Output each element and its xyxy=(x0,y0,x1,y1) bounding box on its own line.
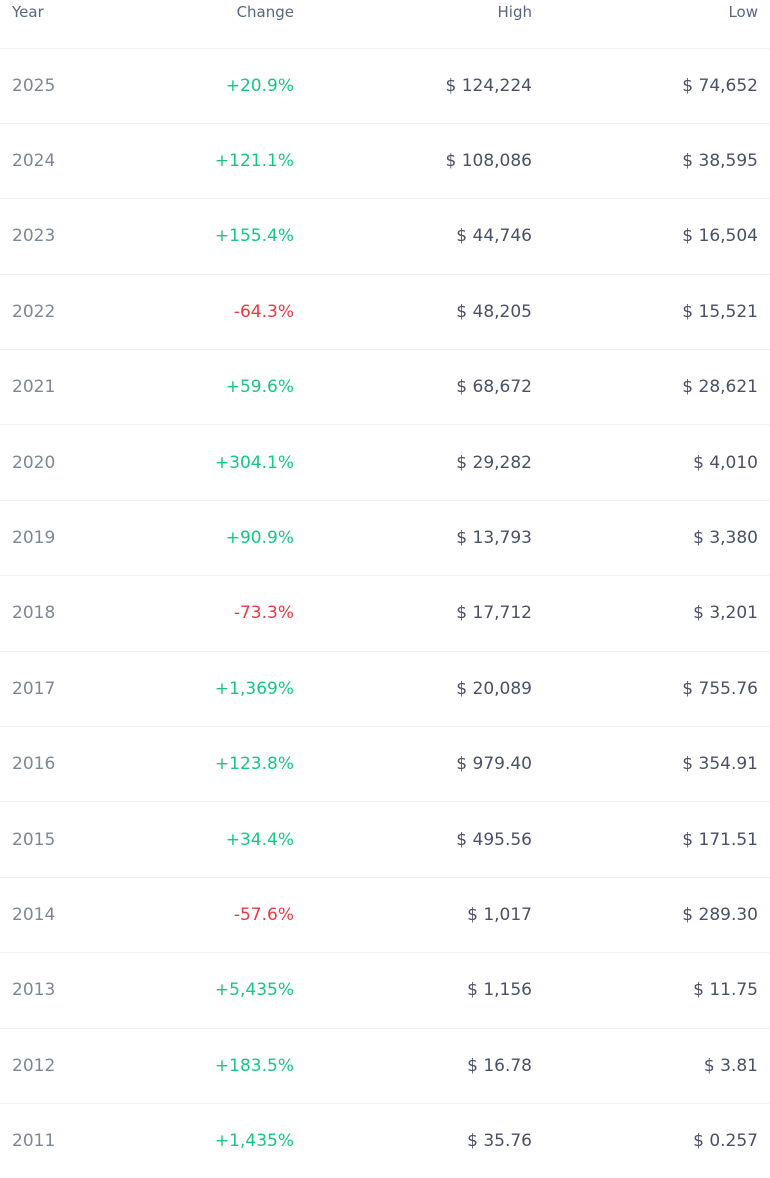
header-year[interactable]: Year xyxy=(0,0,100,49)
year-cell: 2015 xyxy=(0,801,100,878)
table-row: 2022 -64.3% $ 48,205 $ 15,521 xyxy=(0,274,770,351)
table-row: 2020 +304.1% $ 29,282 $ 4,010 xyxy=(0,424,770,501)
year-cell: 2024 xyxy=(0,123,100,200)
year-cell: 2020 xyxy=(0,424,100,501)
high-cell: $ 16.78 xyxy=(294,1028,532,1104)
table-row: 2021 +59.6% $ 68,672 $ 28,621 xyxy=(0,349,770,426)
table-row: 2017 +1,369% $ 20,089 $ 755.76 xyxy=(0,651,770,728)
year-cell: 2012 xyxy=(0,1028,100,1104)
low-cell: $ 74,652 xyxy=(532,48,770,124)
high-cell: $ 495.56 xyxy=(294,801,532,878)
year-cell: 2019 xyxy=(0,500,100,577)
change-cell: -57.6% xyxy=(100,877,294,954)
change-cell: -64.3% xyxy=(100,274,294,351)
low-cell: $ 4,010 xyxy=(532,424,770,501)
table-row: 2018 -73.3% $ 17,712 $ 3,201 xyxy=(0,575,770,652)
change-cell: +90.9% xyxy=(100,500,294,577)
change-cell: +155.4% xyxy=(100,198,294,275)
change-cell: +1,369% xyxy=(100,651,294,728)
change-cell: +34.4% xyxy=(100,801,294,878)
header-change[interactable]: Change xyxy=(100,0,294,49)
change-cell: +123.8% xyxy=(100,726,294,803)
change-cell: -73.3% xyxy=(100,575,294,652)
high-cell: $ 17,712 xyxy=(294,575,532,652)
high-cell: $ 48,205 xyxy=(294,274,532,351)
year-cell: 2013 xyxy=(0,952,100,1029)
year-cell: 2017 xyxy=(0,651,100,728)
low-cell: $ 15,521 xyxy=(532,274,770,351)
table-row: 2013 +5,435% $ 1,156 $ 11.75 xyxy=(0,952,770,1029)
high-cell: $ 1,156 xyxy=(294,952,532,1029)
high-cell: $ 35.76 xyxy=(467,1131,532,1152)
high-cell: $ 44,746 xyxy=(294,198,532,275)
change-cell: +1,435% xyxy=(214,1131,294,1152)
table-row: 2016 +123.8% $ 979.40 $ 354.91 xyxy=(0,726,770,803)
year-cell: 2023 xyxy=(0,198,100,275)
high-cell: $ 979.40 xyxy=(294,726,532,803)
low-cell: $ 11.75 xyxy=(532,952,770,1029)
low-cell: $ 0.257 xyxy=(693,1131,758,1152)
table-row: 2011 +1,435% $ 35.76 $ 0.257 xyxy=(0,1103,770,1178)
high-cell: $ 13,793 xyxy=(294,500,532,577)
table-row: 2024 +121.1% $ 108,086 $ 38,595 xyxy=(0,123,770,200)
table-row: 2014 -57.6% $ 1,017 $ 289.30 xyxy=(0,877,770,954)
low-cell: $ 28,621 xyxy=(532,349,770,426)
year-cell: 2025 xyxy=(0,48,100,124)
low-cell: $ 171.51 xyxy=(532,801,770,878)
change-cell: +5,435% xyxy=(100,952,294,1029)
low-cell: $ 3.81 xyxy=(532,1028,770,1104)
low-cell: $ 755.76 xyxy=(532,651,770,728)
change-cell: +304.1% xyxy=(100,424,294,501)
low-cell: $ 3,201 xyxy=(532,575,770,652)
low-cell: $ 16,504 xyxy=(532,198,770,275)
low-cell: $ 38,595 xyxy=(532,123,770,200)
high-cell: $ 20,089 xyxy=(294,651,532,728)
year-cell: 2014 xyxy=(0,877,100,954)
high-cell: $ 124,224 xyxy=(294,48,532,124)
table-row: 2019 +90.9% $ 13,793 $ 3,380 xyxy=(0,500,770,577)
change-cell: +59.6% xyxy=(100,349,294,426)
year-cell: 2021 xyxy=(0,349,100,426)
low-cell: $ 289.30 xyxy=(532,877,770,954)
low-cell: $ 354.91 xyxy=(532,726,770,803)
table-row: 2015 +34.4% $ 495.56 $ 171.51 xyxy=(0,801,770,878)
header-low[interactable]: Low xyxy=(532,0,770,49)
high-cell: $ 29,282 xyxy=(294,424,532,501)
header-high[interactable]: High xyxy=(294,0,532,49)
year-cell: 2022 xyxy=(0,274,100,351)
change-cell: +121.1% xyxy=(100,123,294,200)
table-header-row: Year Change High Low xyxy=(0,0,770,49)
table-row: 2012 +183.5% $ 16.78 $ 3.81 xyxy=(0,1028,770,1104)
year-cell: 2016 xyxy=(0,726,100,803)
high-cell: $ 1,017 xyxy=(294,877,532,954)
change-cell: +183.5% xyxy=(100,1028,294,1104)
year-cell: 2018 xyxy=(0,575,100,652)
change-cell: +20.9% xyxy=(100,48,294,124)
high-cell: $ 68,672 xyxy=(294,349,532,426)
low-cell: $ 3,380 xyxy=(532,500,770,577)
year-cell: 2011 xyxy=(12,1131,56,1152)
high-cell: $ 108,086 xyxy=(294,123,532,200)
table-row: 2023 +155.4% $ 44,746 $ 16,504 xyxy=(0,198,770,275)
table-row: 2025 +20.9% $ 124,224 $ 74,652 xyxy=(0,48,770,124)
